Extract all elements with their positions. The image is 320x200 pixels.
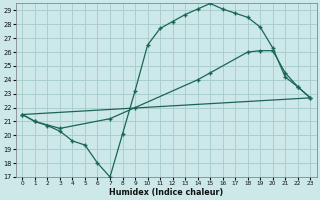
X-axis label: Humidex (Indice chaleur): Humidex (Indice chaleur) [109, 188, 223, 197]
